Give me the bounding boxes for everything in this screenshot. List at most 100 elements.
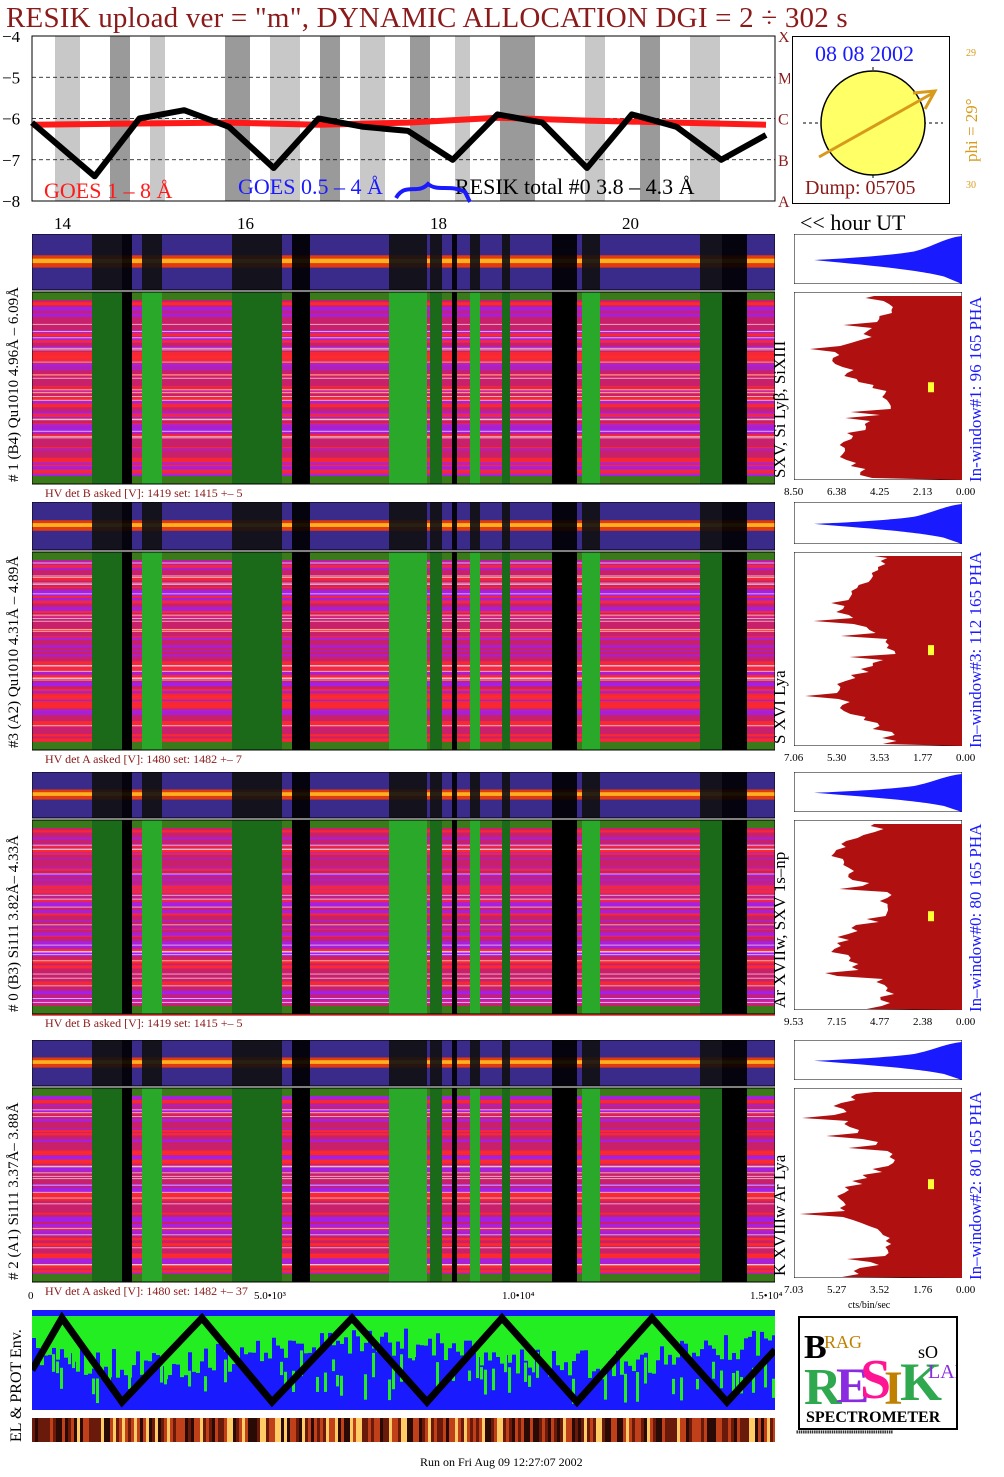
orbit-trace [32, 1311, 775, 1408]
gap-column [430, 234, 442, 290]
sun-axis-arrow [912, 89, 938, 110]
gap-column [430, 292, 442, 484]
gap-column [232, 552, 282, 750]
pha-histogram [794, 1040, 962, 1080]
gap-column [502, 772, 510, 818]
phi-bottom-value: 30 [966, 180, 976, 191]
gap-column [552, 772, 577, 818]
gap-column [92, 292, 122, 484]
sample-tick-10000: 1.0•10⁴ [502, 1290, 535, 1302]
gap-column [122, 820, 132, 1014]
spectrum-x-tick: 5.27 [827, 1284, 847, 1296]
in-window-label: In–window#2: 80 165 PHA [966, 1091, 985, 1280]
gap-column [430, 1040, 442, 1086]
pha-histogram [794, 234, 962, 284]
in-window-label: In-window#1: 96 165 PHA [966, 296, 985, 482]
gap-column [582, 1088, 600, 1282]
gap-column [722, 772, 747, 818]
gap-column [582, 820, 600, 1014]
gap-column [122, 502, 132, 550]
goes-plot: −4 −5 −6 −7 −8 X M C B A GOES 1 – 8 Å GOES 0.5 –… [2, 32, 790, 211]
gap-column [722, 292, 747, 484]
gap-column [470, 552, 480, 750]
in-window-label: In–window#0: 80 165 PHA [966, 823, 985, 1012]
goes-class-letter: B [778, 153, 789, 170]
gap-column [470, 820, 480, 1014]
spectrum-marker [928, 1179, 934, 1190]
gap-column [232, 234, 282, 290]
gap-column [92, 1088, 122, 1282]
goes-y-tick: −8 [2, 192, 20, 211]
gap-column [389, 1088, 427, 1282]
gap-column [722, 502, 747, 550]
gap-column [582, 772, 600, 818]
gap-column [470, 292, 480, 484]
gap-column [430, 1088, 442, 1282]
gap-column [470, 1040, 480, 1086]
gap-column [700, 820, 722, 1014]
goes-class-letter: X [778, 32, 790, 46]
svg-text:LAR: LAR [928, 1361, 956, 1383]
spectrum-x-tick: 0.00 [956, 752, 976, 764]
gap-column [389, 234, 427, 290]
spectrum-fill [799, 1092, 962, 1278]
gap-column [552, 820, 577, 1014]
spectrum-fill [825, 824, 962, 1010]
spectrum-x-tick: 7.06 [784, 752, 804, 764]
gap-column [452, 552, 457, 750]
spectrum-plot [794, 552, 962, 746]
pha-histogram [794, 502, 962, 544]
channel-wavelength-label: # 1 (B4) Qu1010 4.96Å – 6.09Å [6, 287, 22, 482]
spectrum-x-tick: 1.77 [913, 752, 933, 764]
goes-class-letter: M [778, 70, 790, 87]
spectrum-fill [805, 556, 962, 746]
gap-column [292, 502, 310, 550]
sample-axis: 0 5.0•10³ 1.0•10⁴ 1.5•10⁴ [28, 1288, 782, 1306]
gap-column [452, 234, 457, 290]
channel-wavelength-label: # 0 (B3) Si111 3.82Å– 4.33Å [6, 835, 22, 1012]
gap-column [700, 772, 722, 818]
gap-column [122, 552, 132, 750]
goes-series-line [30, 107, 768, 180]
gap-column [389, 502, 427, 550]
environment-panel [32, 1310, 775, 1410]
spectrum-x-tick: 4.25 [870, 486, 890, 498]
hour-tick-14: 14 [54, 214, 71, 233]
gap-column [470, 502, 480, 550]
spectrum-plot [794, 1088, 962, 1278]
gap-column [122, 1040, 132, 1086]
sample-tick-15000: 1.5•10⁴ [750, 1290, 783, 1302]
gap-column [700, 502, 722, 550]
sun-axis-line [818, 91, 934, 159]
gap-column [452, 820, 457, 1014]
gap-column [430, 772, 442, 818]
emission-line-label: SXV, Si Lyβ, SiXIII [770, 340, 789, 478]
gap-column [92, 502, 122, 550]
svg-text:K: K [900, 1352, 942, 1412]
gap-column [389, 552, 427, 750]
gap-column [142, 820, 162, 1014]
gap-column [92, 234, 122, 290]
gap-column [452, 502, 457, 550]
gap-column [470, 234, 480, 290]
gap-column [722, 1040, 747, 1086]
logo-spectrometer: SPECTROMETER [806, 1409, 941, 1426]
spectrum-x-tick: 2.38 [913, 1016, 933, 1028]
gap-column [292, 1088, 310, 1282]
spectrum-plot [794, 820, 962, 1010]
spectrum-x-tick: 8.50 [784, 486, 804, 498]
gap-column [292, 1040, 310, 1086]
gap-column [582, 502, 600, 550]
goes-short-trace [394, 181, 472, 203]
svg-text:sO: sO [918, 1342, 938, 1362]
gap-column [389, 1040, 427, 1086]
pha-histogram [794, 772, 962, 812]
gap-column [552, 234, 577, 290]
hv-status: HV det B asked [V]: 1419 set: 1415 +– 5 [45, 1016, 243, 1030]
gap-column [502, 1088, 510, 1282]
page-title: RESIK upload ver = "m", DYNAMIC ALLOCATI… [6, 2, 848, 34]
gap-column [389, 772, 427, 818]
gap-column [92, 552, 122, 750]
sun-disk-diagram [803, 67, 943, 179]
gap-column [452, 292, 457, 484]
